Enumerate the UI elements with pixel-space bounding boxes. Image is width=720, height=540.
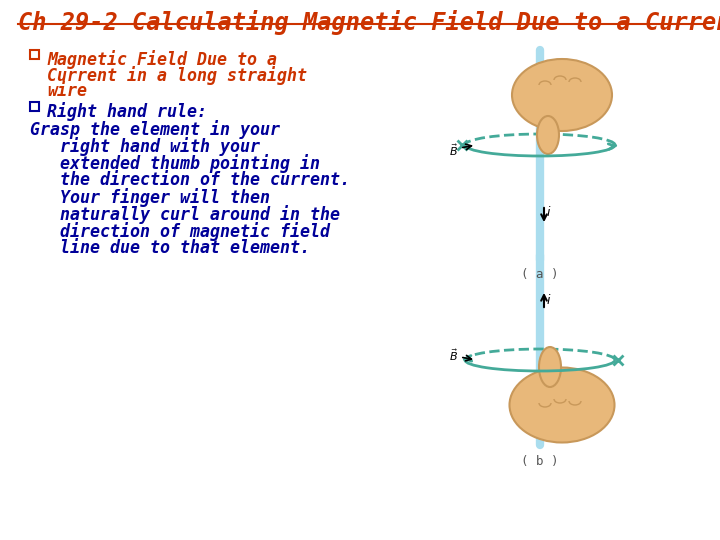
- Text: Your finger will then: Your finger will then: [30, 188, 270, 207]
- Text: i: i: [547, 294, 551, 307]
- Text: Grasp the element in your: Grasp the element in your: [30, 120, 280, 139]
- Text: $\vec{B}$: $\vec{B}$: [449, 347, 458, 363]
- Ellipse shape: [510, 368, 614, 442]
- Text: wire: wire: [47, 82, 87, 100]
- Text: naturally curl around in the: naturally curl around in the: [30, 205, 340, 224]
- Text: $\vec{B}$: $\vec{B}$: [449, 142, 458, 158]
- Ellipse shape: [512, 59, 612, 131]
- FancyBboxPatch shape: [30, 50, 39, 59]
- Text: Ch 29-2 Calculating Magnetic Field Due to a Current: Ch 29-2 Calculating Magnetic Field Due t…: [18, 10, 720, 35]
- Ellipse shape: [539, 347, 561, 387]
- Text: direction of magnetic field: direction of magnetic field: [30, 222, 330, 241]
- Text: i: i: [547, 206, 551, 219]
- Text: line due to that element.: line due to that element.: [30, 239, 310, 257]
- Text: ( b ): ( b ): [521, 455, 559, 468]
- Text: Right hand rule:: Right hand rule:: [47, 102, 207, 121]
- Text: extended thumb pointing in: extended thumb pointing in: [30, 154, 320, 173]
- Text: Magnetic Field Due to a: Magnetic Field Due to a: [47, 50, 277, 69]
- Text: Current in a long straight: Current in a long straight: [47, 66, 307, 85]
- Ellipse shape: [537, 116, 559, 154]
- FancyBboxPatch shape: [30, 102, 39, 111]
- Text: the direction of the current.: the direction of the current.: [30, 171, 350, 189]
- Text: ( a ): ( a ): [521, 268, 559, 281]
- Text: right hand with your: right hand with your: [30, 137, 260, 156]
